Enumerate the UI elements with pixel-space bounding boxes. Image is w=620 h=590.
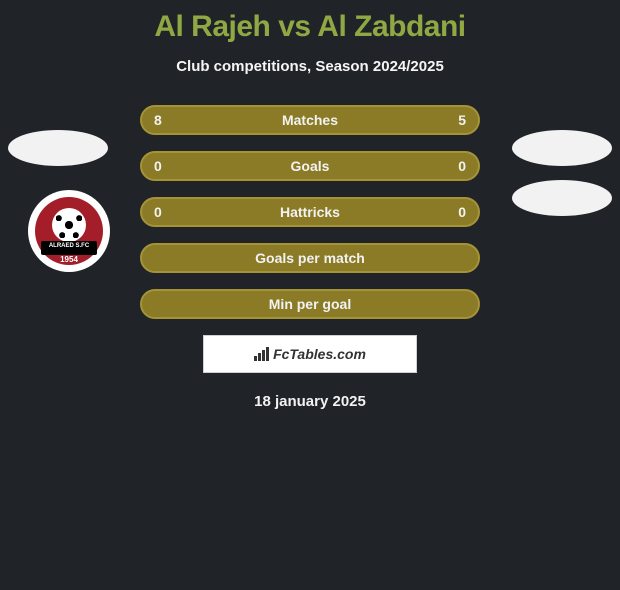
stats-bars: 8 Matches 5 0 Goals 0 0 Hattricks 0 Goal… bbox=[140, 105, 480, 319]
stat-row-goals: 0 Goals 0 bbox=[140, 151, 480, 181]
page-title: Al Rajeh vs Al Zabdani bbox=[0, 10, 620, 44]
stat-row-min-per-goal: Min per goal bbox=[140, 289, 480, 319]
stat-right-value: 5 bbox=[458, 112, 466, 128]
attribution-box[interactable]: FcTables.com bbox=[203, 335, 417, 373]
stat-label: Min per goal bbox=[269, 296, 351, 312]
club-banner-text: ALRAED S.FC bbox=[41, 241, 97, 255]
stat-label: Hattricks bbox=[280, 204, 340, 220]
player-badge-placeholder-right-1 bbox=[512, 130, 612, 166]
stat-row-matches: 8 Matches 5 bbox=[140, 105, 480, 135]
player-badge-placeholder-left bbox=[8, 130, 108, 166]
page-subtitle: Club competitions, Season 2024/2025 bbox=[0, 58, 620, 75]
football-icon bbox=[52, 208, 86, 242]
stat-left-value: 8 bbox=[154, 112, 162, 128]
stat-right-value: 0 bbox=[458, 204, 466, 220]
stat-row-hattricks: 0 Hattricks 0 bbox=[140, 197, 480, 227]
stat-label: Goals bbox=[291, 158, 330, 174]
player-badge-placeholder-right-2 bbox=[512, 180, 612, 216]
stat-label: Matches bbox=[282, 112, 338, 128]
stat-right-value: 0 bbox=[458, 158, 466, 174]
date-label: 18 january 2025 bbox=[0, 393, 620, 410]
stat-row-goals-per-match: Goals per match bbox=[140, 243, 480, 273]
bar-chart-icon bbox=[254, 347, 269, 361]
club-logo-left: ALRAED S.FC 1954 bbox=[28, 190, 110, 272]
attribution-text: FcTables.com bbox=[273, 346, 366, 362]
stat-left-value: 0 bbox=[154, 204, 162, 220]
stat-left-value: 0 bbox=[154, 158, 162, 174]
stat-label: Goals per match bbox=[255, 250, 365, 266]
club-year: 1954 bbox=[35, 255, 103, 264]
